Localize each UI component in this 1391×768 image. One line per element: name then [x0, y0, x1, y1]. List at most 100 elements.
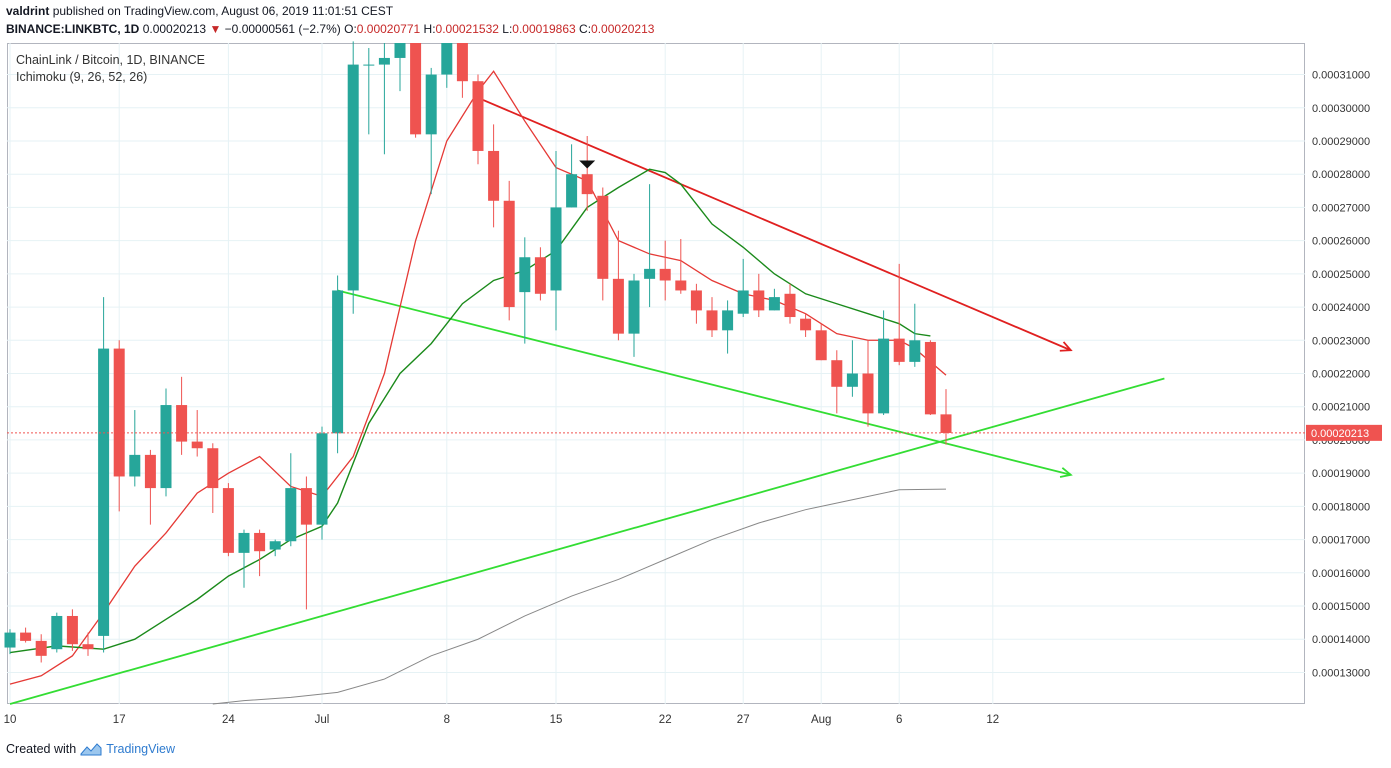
candle: [160, 388, 172, 497]
low-label: L:: [502, 22, 513, 36]
candle-body: [737, 290, 749, 314]
y-tick-label: 0.00017000: [1312, 535, 1370, 547]
candle-body: [768, 297, 780, 311]
candle-body: [82, 644, 94, 650]
close-label: C:: [579, 22, 592, 36]
indicator-label[interactable]: Ichimoku (9, 26, 52, 26): [16, 70, 148, 84]
y-tick-label: 0.00015000: [1312, 601, 1370, 613]
symbol-label: BINANCE:LINKBTC, 1D: [6, 22, 140, 36]
candle: [690, 283, 702, 324]
candle: [846, 340, 858, 397]
candle-body: [488, 150, 500, 201]
candle-body: [456, 43, 468, 82]
tradingview-logo-icon: [80, 743, 102, 756]
candle-body: [191, 441, 203, 449]
candle: [862, 340, 874, 427]
candle-body: [846, 373, 858, 387]
candle-body: [316, 433, 328, 525]
candle-body: [612, 278, 624, 334]
candle-body: [472, 81, 484, 151]
candle-body: [581, 174, 593, 195]
candle-body: [784, 293, 796, 318]
published-text: published on TradingView.com, August 06,…: [52, 4, 394, 18]
candle-body: [909, 340, 921, 362]
tradingview-brand[interactable]: TradingView: [106, 742, 175, 756]
candle-body: [441, 43, 453, 75]
candle-body: [425, 74, 437, 135]
candle: [332, 275, 344, 454]
candle-body: [285, 488, 297, 542]
candle: [488, 124, 500, 228]
candle: [503, 180, 515, 321]
y-tick-label: 0.00030000: [1312, 103, 1370, 115]
candle-body: [222, 488, 234, 553]
candle: [269, 539, 281, 557]
candle: [176, 376, 188, 455]
candle: [394, 43, 406, 92]
candle-body: [519, 257, 531, 293]
y-tick-label: 0.00013000: [1312, 667, 1370, 679]
chart-legend: ChainLink / Bitcoin, 1D, BINANCE Ichimok…: [16, 52, 205, 86]
last-price: 0.00020213: [142, 22, 207, 36]
candle: [347, 41, 359, 314]
candle-body: [628, 280, 640, 334]
candle-body: [800, 318, 812, 331]
candle: [581, 136, 593, 211]
candle-body: [144, 454, 156, 489]
candle: [191, 410, 203, 457]
symbol-info: BINANCE:LINKBTC, 1D 0.00020213 ▼ −0.0000…: [6, 22, 654, 36]
candle: [144, 449, 156, 525]
candle-body: [394, 43, 406, 58]
y-tick-label: 0.00022000: [1312, 369, 1370, 381]
x-tick-label: 17: [113, 714, 126, 726]
candle: [35, 634, 47, 663]
candle: [20, 627, 32, 643]
candle: [800, 313, 812, 337]
x-tick-label: Jul: [315, 714, 330, 726]
created-with-label: Created with: [6, 742, 77, 756]
candle-body: [160, 405, 172, 489]
candle-body: [722, 310, 734, 331]
y-tick-label: 0.00026000: [1312, 236, 1370, 248]
author-name[interactable]: valdrint: [6, 4, 50, 18]
candle-body: [878, 338, 890, 414]
support-upper-line-arrow-icon: [1059, 467, 1073, 478]
candle-body: [675, 280, 687, 291]
candle: [659, 240, 671, 301]
candle: [940, 389, 952, 445]
candle-body: [98, 348, 110, 636]
candle-body: [706, 310, 718, 331]
candle: [113, 340, 125, 512]
candle: [909, 303, 921, 367]
publish-info: valdrint published on TradingView.com, A…: [6, 4, 393, 18]
candle: [784, 283, 796, 324]
candle: [737, 258, 749, 318]
high-value: 0.00021532: [435, 22, 499, 36]
conversion-line: [9, 70, 947, 685]
candle: [753, 273, 765, 318]
candle: [628, 273, 640, 357]
last-price-label: 0.00020213: [1311, 428, 1369, 440]
base-line: [9, 168, 931, 654]
open-value: 0.00020771: [356, 22, 421, 36]
candle: [316, 426, 328, 540]
candle-body: [113, 348, 125, 477]
candle: [534, 247, 546, 301]
candle-body: [254, 532, 266, 552]
candle-body: [238, 532, 250, 553]
candle: [550, 150, 562, 331]
candle: [893, 263, 905, 366]
y-tick-label: 0.00024000: [1312, 302, 1370, 314]
y-tick-label: 0.00027000: [1312, 202, 1370, 214]
candle: [597, 187, 609, 301]
candle-body: [207, 448, 219, 489]
candle: [222, 483, 234, 557]
candle-body: [644, 268, 656, 279]
y-tick-label: 0.00019000: [1312, 468, 1370, 480]
y-tick-label: 0.00021000: [1312, 402, 1370, 414]
candle-body: [129, 454, 141, 477]
price-change: −0.00000561 (−2.7%): [224, 22, 341, 36]
x-tick-label: 15: [550, 714, 563, 726]
candle: [410, 43, 422, 138]
